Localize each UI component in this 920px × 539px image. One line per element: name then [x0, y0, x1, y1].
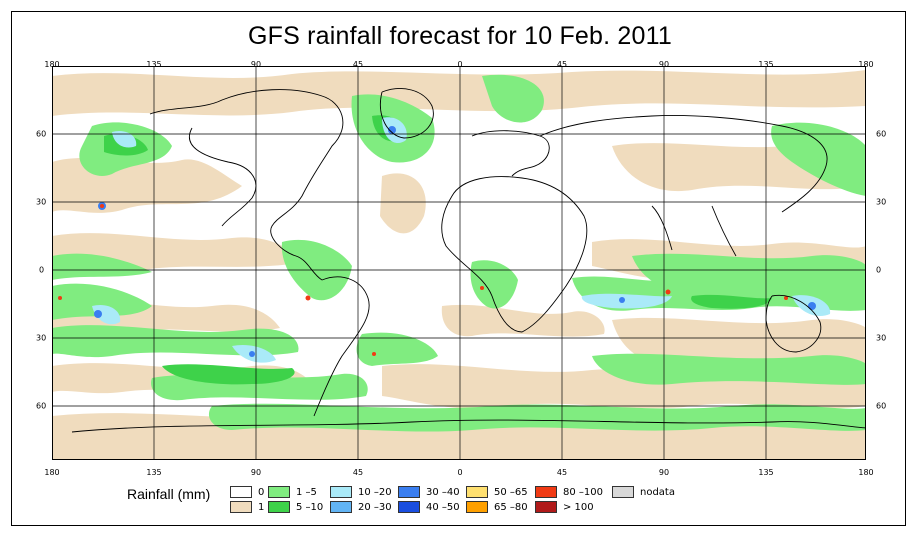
- legend-label-10: 80 –100: [563, 487, 603, 498]
- figure-frame: [11, 11, 906, 526]
- legend-label-0: 0: [258, 487, 265, 498]
- legend-label-1: 1: [258, 502, 265, 513]
- lat-tick-left: 60: [36, 129, 47, 139]
- legend-label-9: 65 –80: [494, 502, 528, 513]
- lat-tick-left: 30: [36, 197, 47, 207]
- lon-tick-bottom: 45: [556, 468, 568, 477]
- lat-tick-right: 0: [876, 265, 882, 275]
- legend-label-12: nodata: [640, 487, 675, 498]
- legend-swatch-3: [268, 501, 290, 513]
- lon-tick-top: 180: [44, 60, 60, 69]
- map-border: [52, 66, 866, 460]
- lat-tick-left: 30: [36, 333, 47, 343]
- lon-tick-bottom: 135: [146, 468, 162, 477]
- rainfall-map: [52, 66, 866, 460]
- lon-tick-top: 90: [250, 60, 262, 69]
- legend-swatch-6: [398, 486, 420, 498]
- lon-tick-bottom: 0: [457, 468, 463, 477]
- lon-tick-bottom: 180: [858, 468, 874, 477]
- lon-tick-top: 45: [556, 60, 568, 69]
- lat-tick-right: 60: [876, 129, 887, 139]
- legend-label-2: 1 –5: [296, 487, 317, 498]
- legend-label-4: 10 –20: [358, 487, 392, 498]
- extreme-rain-spots: [58, 204, 788, 356]
- legend-swatch-12: [612, 486, 634, 498]
- legend-label-7: 40 –50: [426, 502, 460, 513]
- moderate-rain-areas: [52, 74, 866, 432]
- legend-title: Rainfall (mm): [127, 486, 211, 502]
- lon-tick-bottom: 135: [758, 468, 774, 477]
- lat-tick-left: 0: [39, 265, 45, 275]
- legend-swatch-11: [535, 501, 557, 513]
- legend-swatch-0: [230, 486, 252, 498]
- very-heavy-rain-areas: [94, 126, 816, 357]
- legend-swatch-8: [466, 486, 488, 498]
- legend-swatch-4: [330, 486, 352, 498]
- legend-label-3: 5 –10: [296, 502, 324, 513]
- lon-tick-top: 135: [146, 60, 162, 69]
- lon-tick-bottom: 45: [352, 468, 364, 477]
- lon-tick-top: 135: [758, 60, 774, 69]
- lon-tick-bottom: 90: [250, 468, 262, 477]
- legend-label-5: 20 –30: [358, 502, 392, 513]
- legend-swatch-7: [398, 501, 420, 513]
- legend-label-8: 50 –65: [494, 487, 528, 498]
- lon-tick-top: 180: [858, 60, 874, 69]
- legend-label-6: 30 –40: [426, 487, 460, 498]
- lon-tick-top: 0: [457, 60, 463, 69]
- graticule: [52, 66, 866, 460]
- legend-label-11: > 100: [563, 502, 594, 513]
- lat-tick-right: 30: [876, 197, 887, 207]
- lon-tick-top: 90: [658, 60, 670, 69]
- lon-tick-top: 45: [352, 60, 364, 69]
- legend-swatch-1: [230, 501, 252, 513]
- lon-tick-bottom: 180: [44, 468, 60, 477]
- lat-tick-right: 30: [876, 333, 887, 343]
- legend-swatch-10: [535, 486, 557, 498]
- lon-tick-bottom: 90: [658, 468, 670, 477]
- lat-tick-left: 60: [36, 401, 47, 411]
- map-title: GFS rainfall forecast for 10 Feb. 2011: [247, 22, 672, 50]
- lat-tick-right: 60: [876, 401, 887, 411]
- legend-swatch-9: [466, 501, 488, 513]
- legend-swatch-2: [268, 486, 290, 498]
- legend-swatch-5: [330, 501, 352, 513]
